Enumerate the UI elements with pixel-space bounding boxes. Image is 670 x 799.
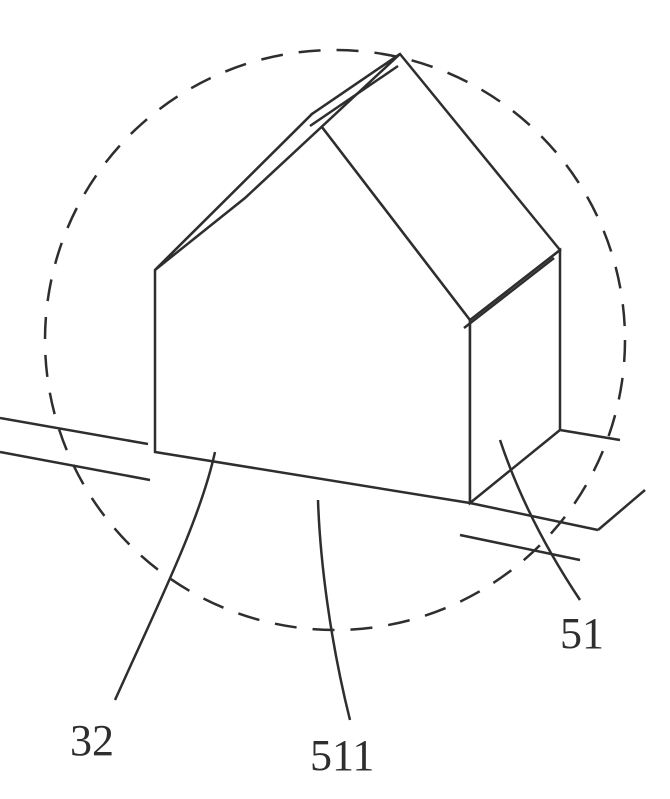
leader-l32 bbox=[115, 452, 215, 700]
label-l511: 511 bbox=[310, 731, 374, 780]
label-l32: 32 bbox=[70, 716, 114, 765]
label-l51: 51 bbox=[560, 609, 604, 658]
leader-l511 bbox=[318, 500, 350, 720]
strip-edge bbox=[470, 503, 598, 530]
strip-edge bbox=[598, 490, 645, 530]
strip-edge bbox=[0, 418, 148, 444]
strip-edge bbox=[0, 452, 150, 480]
strip-edge bbox=[460, 535, 580, 560]
